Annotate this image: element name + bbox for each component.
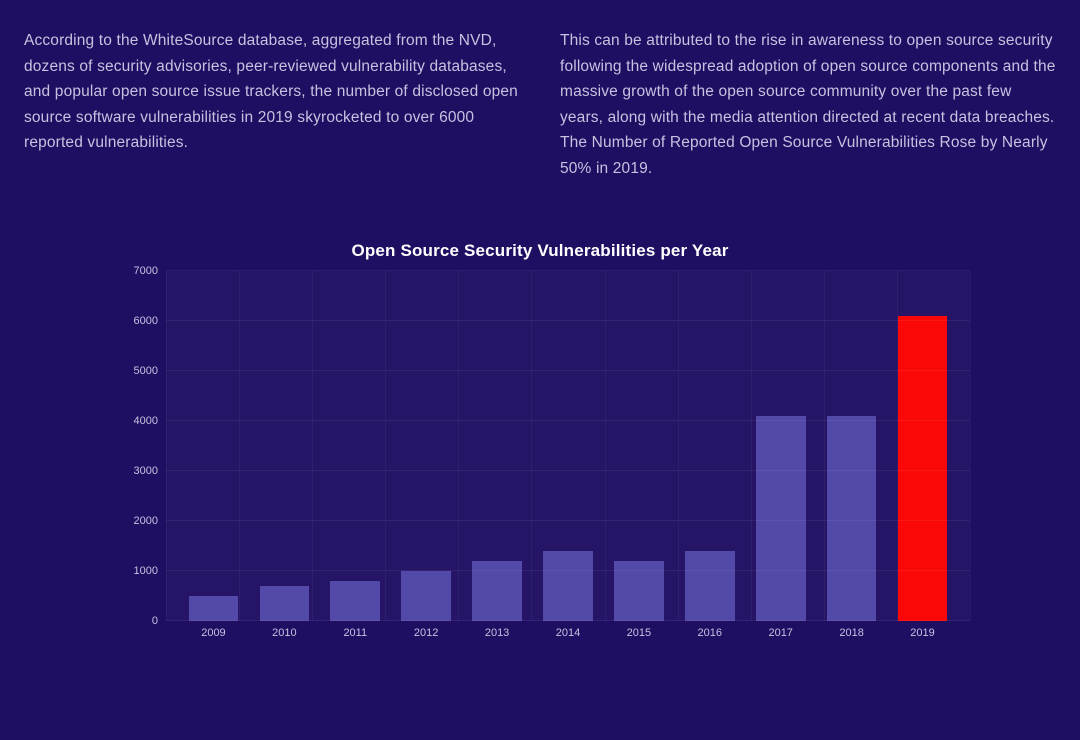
y-tick-label: 7000 [134,265,158,277]
x-tick-label: 2015 [603,627,674,639]
x-tick-label: 2014 [533,627,604,639]
bar-slot [745,271,816,621]
chart-plot-area: 01000200030004000500060007000 [110,271,970,621]
bar-2014 [543,551,593,621]
y-tick-label: 1000 [134,565,158,577]
y-tick-label: 3000 [134,465,158,477]
x-tick-label: 2018 [816,627,887,639]
grid-line [166,620,970,621]
bar-slot [533,271,604,621]
grid-line [166,570,970,571]
bar-slot [178,271,249,621]
x-tick-label: 2017 [745,627,816,639]
bar-slot [249,271,320,621]
grid-line [166,520,970,521]
bar-2012 [401,571,451,621]
chart-y-axis: 01000200030004000500060007000 [110,271,166,621]
grid-line [166,370,970,371]
vulnerabilities-chart: Open Source Security Vulnerabilities per… [110,241,970,639]
vgrid-line [970,271,971,621]
bar-slot [320,271,391,621]
grid-line [166,270,970,271]
y-tick-label: 4000 [134,415,158,427]
grid-line [166,470,970,471]
bar-slot [462,271,533,621]
chart-grid [166,271,970,621]
bar-slot [391,271,462,621]
chart-bars [166,271,970,621]
y-tick-label: 6000 [134,315,158,327]
bar-2011 [330,581,380,621]
chart-title: Open Source Security Vulnerabilities per… [110,241,970,261]
bar-slot [603,271,674,621]
x-tick-label: 2013 [462,627,533,639]
bar-2019 [898,316,948,621]
bar-2016 [685,551,735,621]
bar-2009 [189,596,239,621]
x-tick-label: 2011 [320,627,391,639]
bar-2018 [827,416,877,621]
x-tick-label: 2019 [887,627,958,639]
y-tick-label: 2000 [134,515,158,527]
chart-x-axis: 2009201020112012201320142015201620172018… [166,621,970,639]
grid-line [166,420,970,421]
bar-slot [674,271,745,621]
x-tick-label: 2012 [391,627,462,639]
bar-2017 [756,416,806,621]
y-tick-label: 0 [152,615,158,627]
x-tick-label: 2016 [674,627,745,639]
bar-slot [887,271,958,621]
intro-paragraph-left: According to the WhiteSource database, a… [24,28,520,181]
x-tick-label: 2010 [249,627,320,639]
y-tick-label: 5000 [134,365,158,377]
intro-paragraph-right: This can be attributed to the rise in aw… [560,28,1056,181]
intro-text-columns: According to the WhiteSource database, a… [24,28,1056,181]
bar-slot [816,271,887,621]
grid-line [166,320,970,321]
x-tick-label: 2009 [178,627,249,639]
bar-2010 [260,586,310,621]
